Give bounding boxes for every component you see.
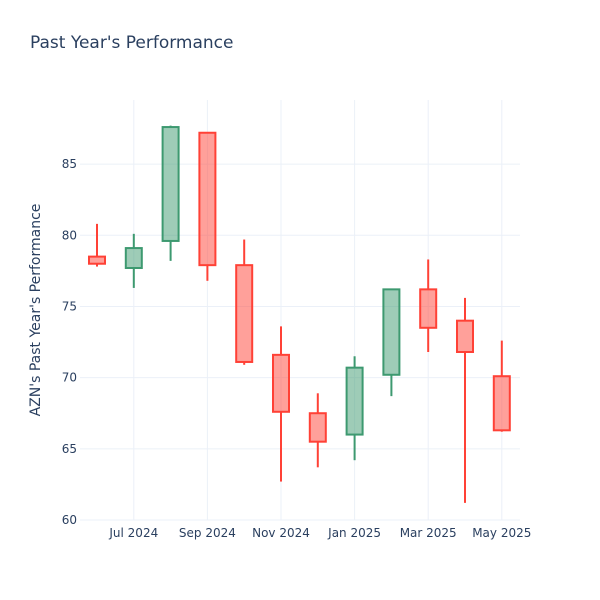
candles [88, 125, 511, 503]
candle-increasing [161, 125, 180, 261]
x-tick-label: Nov 2024 [252, 526, 310, 540]
y-tick-label: 75 [62, 299, 77, 313]
y-axis-title: AZN's Past Year's Performance [28, 204, 44, 417]
x-tick-label: Mar 2025 [400, 526, 457, 540]
candle-body [419, 288, 438, 329]
candle-body [456, 319, 474, 354]
candle-body [235, 264, 254, 363]
candle-body [308, 412, 327, 443]
candle-decreasing [419, 259, 438, 352]
x-axis-ticks: Jul 2024 Sep 2024 Nov 2024 Jan 2025 Mar 2025… [108, 526, 531, 540]
x-tick-label: Jul 2024 [108, 526, 158, 540]
candle-decreasing [198, 131, 217, 281]
candle-body [492, 375, 511, 432]
candle-body [161, 126, 180, 242]
candle-decreasing [456, 297, 474, 503]
candle-increasing [382, 288, 401, 397]
grid-lines [80, 100, 520, 521]
y-tick-label: 80 [62, 228, 77, 242]
candle-decreasing [492, 340, 511, 432]
y-axis-ticks: 60 65 70 75 80 85 [62, 157, 77, 527]
candle-body [124, 247, 143, 269]
candle-body [345, 366, 364, 436]
candle-decreasing [88, 223, 106, 267]
candle-decreasing [272, 326, 290, 482]
candle-body [272, 353, 290, 413]
y-tick-label: 85 [62, 157, 77, 171]
candle-increasing [124, 233, 143, 288]
y-tick-label: 60 [62, 513, 77, 527]
candle-body [88, 255, 106, 265]
candle-increasing [345, 356, 364, 461]
candle-decreasing [235, 239, 254, 365]
y-tick-label: 65 [62, 442, 77, 456]
candle-body [198, 131, 217, 267]
candle-decreasing [308, 393, 327, 468]
chart-title: Past Year's Performance [30, 33, 234, 53]
x-tick-label: Sep 2024 [179, 526, 236, 540]
x-tick-label: May 2025 [472, 526, 531, 540]
x-tick-label: Jan 2025 [327, 526, 381, 540]
candle-body [382, 288, 401, 376]
y-tick-label: 70 [62, 371, 77, 385]
